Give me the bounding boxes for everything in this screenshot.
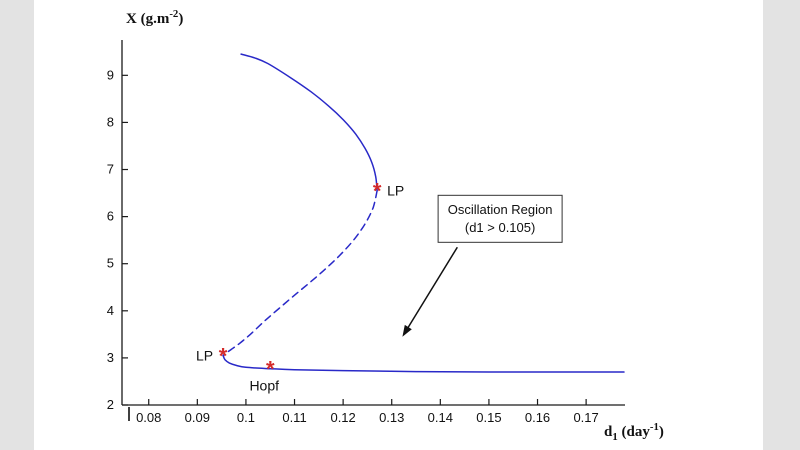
y-tick-label: 6: [107, 209, 114, 224]
x-tick-label: 0.17: [573, 410, 598, 425]
hopf-label: Hopf: [249, 377, 279, 393]
upper-stable-branch-curve: [240, 53, 378, 192]
right-gutter: [763, 0, 800, 450]
y-tick-label: 2: [107, 397, 114, 412]
x-axis-label: d1 (day-1): [604, 421, 664, 443]
x-axis-label-exponent: -1: [649, 421, 659, 433]
x-tick-label: 0.08: [136, 410, 161, 425]
x-tick-label: 0.09: [185, 410, 210, 425]
lp-lower-marker: *: [219, 344, 228, 369]
x-axis-label-close: ): [658, 424, 664, 440]
hopf-marker: *: [266, 356, 275, 381]
unstable-branch-curve: [222, 189, 378, 357]
y-tick-label: 5: [107, 256, 114, 271]
x-tick-label: 0.11: [282, 410, 306, 425]
oscillation-region-annotation: Oscillation Region (d1 > 0.105): [437, 194, 563, 244]
x-tick-label: 0.1: [237, 410, 255, 425]
x-tick-label: 0.14: [428, 410, 453, 425]
y-tick-label: 7: [107, 162, 114, 177]
annotation-arrow-shaft: [404, 246, 458, 332]
lp-lower-label: LP: [196, 348, 213, 364]
x-axis-label-mid: (day: [617, 424, 650, 440]
x-tick-label: 0.13: [379, 410, 404, 425]
lower-stable-branch-curve: [222, 354, 625, 373]
y-axis-label-close: ): [178, 11, 184, 27]
annotation-line-1: Oscillation Region: [447, 201, 553, 217]
y-tick-label: 3: [107, 350, 114, 365]
y-axis-label: X (g.m-2): [126, 8, 183, 28]
annotation-line-2: (d1 > 0.105): [464, 219, 536, 235]
y-axis-label-exponent: -2: [169, 8, 179, 20]
left-gutter: [0, 0, 34, 450]
lp-upper-label: LP: [387, 183, 404, 199]
y-tick-label: 4: [107, 303, 114, 318]
annotation-arrow-head: [402, 324, 412, 337]
x-axis-label-text: d: [604, 424, 613, 440]
x-axis-label-subscript: 1: [612, 431, 618, 443]
y-tick-label: 8: [107, 114, 114, 129]
y-axis-label-text: X (g.m: [126, 11, 170, 27]
y-tick-label: 9: [107, 67, 114, 82]
lp-upper-marker: *: [373, 179, 382, 204]
x-tick-label: 0.16: [525, 410, 550, 425]
x-tick-label: 0.15: [476, 410, 501, 425]
x-tick-label: 0.12: [330, 410, 355, 425]
